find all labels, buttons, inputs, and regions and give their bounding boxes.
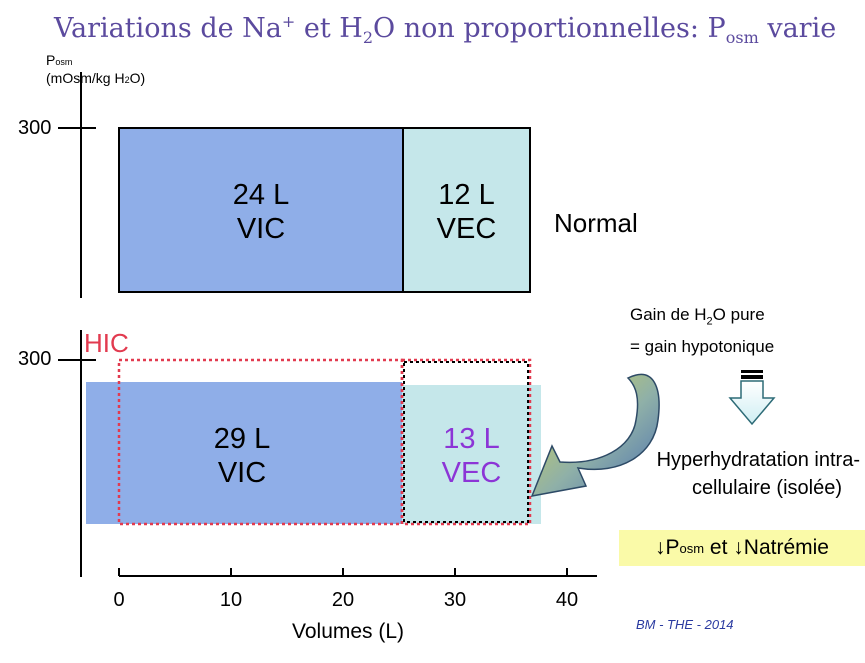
x-axis-label: Volumes (L) xyxy=(292,620,405,643)
altered-vic-box xyxy=(86,382,402,524)
down-arrow-icon xyxy=(728,370,776,426)
normal-vic-label: 24 L VIC xyxy=(232,179,290,245)
normal-state-label: Normal xyxy=(554,208,638,238)
x-tick-label: 20 xyxy=(331,589,355,611)
altered-vec-box xyxy=(402,385,541,524)
normal-vec-box xyxy=(402,127,531,293)
y-tick-300-bottom: 300 xyxy=(18,348,52,370)
previous-vec-outline-red xyxy=(400,358,532,526)
previous-vec-outline-black xyxy=(403,361,529,523)
x-tick-label: 40 xyxy=(555,589,579,611)
down-arrow-icon: ↓ xyxy=(655,536,666,559)
water-gain-note: Gain de H2O pure = gain hypotonique xyxy=(630,305,775,357)
y-axis-label: Posm (mOsm/kg H2O) xyxy=(46,52,146,86)
y-tick-300-top: 300 xyxy=(18,117,52,139)
previous-vic-outline xyxy=(117,358,404,526)
credit-text: BM - THE - 2014 xyxy=(636,617,734,632)
altered-vic-label: 29 L VIC xyxy=(213,423,271,489)
x-tick-label: 10 xyxy=(219,589,243,611)
x-tick-label: 30 xyxy=(443,589,467,611)
hyperhydration-note: Hyperhydratation intra- cellulaire (isol… xyxy=(656,449,860,499)
curved-arrow-icon xyxy=(530,373,660,497)
x-tick-label: 0 xyxy=(113,589,125,611)
altered-vec-label: 13 L VEC xyxy=(441,423,502,489)
slide-title: Variations de Na+ et H2O non proportionn… xyxy=(54,12,837,47)
normal-vec-label: 12 L VEC xyxy=(436,179,497,245)
down-arrow-icon: ↓ xyxy=(733,536,744,559)
normal-vic-box xyxy=(118,127,404,293)
hic-tag: HIC xyxy=(84,328,129,358)
